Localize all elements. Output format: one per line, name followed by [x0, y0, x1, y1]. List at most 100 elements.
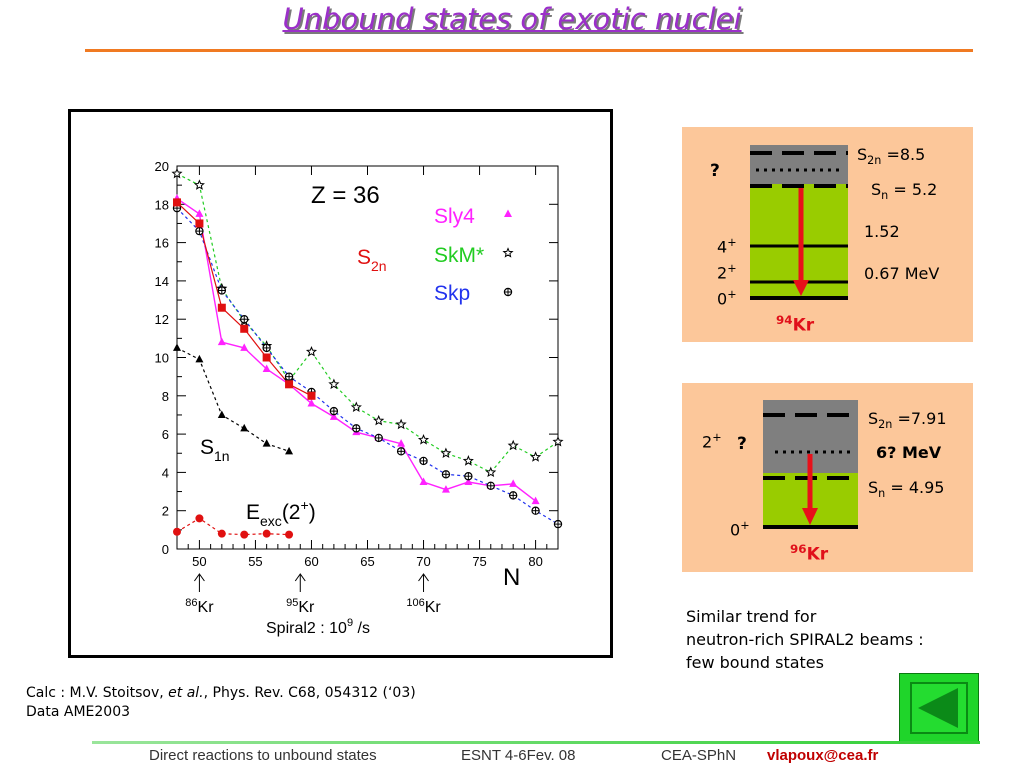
point-0-3: [240, 343, 249, 351]
kr96-spin-2: 2+: [702, 431, 722, 452]
kr96-sn-label: Sn = 4.95: [868, 478, 945, 501]
kr94-spin-0: 0+: [717, 288, 737, 309]
y-tick-label: 12: [155, 312, 169, 327]
chart-series: [171, 167, 564, 539]
annot-arrow-head-0: [194, 573, 205, 582]
point-5-5: [285, 530, 294, 539]
point-3-6: [307, 391, 316, 400]
note-line-2: neutron-rich SPIRAL2 beams :: [686, 630, 924, 649]
kr-annotations: 86Kr 95Kr 106Kr: [185, 573, 441, 616]
point-0-1: [195, 209, 204, 217]
x-axis-label: N: [503, 564, 520, 591]
kr96-s2n-label: S2n =7.91: [868, 409, 947, 432]
footer-rule: [92, 741, 980, 744]
calc-line-1: Calc : M.V. Stoitsov, et al., Phys. Rev.…: [26, 685, 416, 701]
kr94-question: ?: [710, 161, 720, 181]
point-1-15: [507, 439, 519, 451]
point-1-14: [485, 466, 497, 478]
kr94-nucleus-label: 94Kr: [776, 313, 815, 336]
y-tick-label: 0: [162, 542, 169, 557]
point-0-11: [419, 477, 428, 485]
point-1-17: [552, 436, 564, 447]
previous-slide-button-face[interactable]: [910, 682, 968, 734]
kr96-spin-0: 0+: [730, 519, 750, 540]
label-s1n: S1n: [200, 436, 230, 464]
kr96-arrow-head: [802, 508, 818, 525]
series-markers-5: [173, 514, 294, 539]
point-1-0: [171, 167, 183, 179]
point-0-16: [531, 496, 540, 505]
point-5-3: [240, 530, 249, 539]
point-0-2: [217, 337, 226, 346]
annot-label-1: 95Kr: [286, 597, 315, 616]
point-0-15: [509, 479, 518, 487]
kr96-energy-label: 6? MeV: [876, 443, 942, 462]
kr94-spin-2: 2+: [717, 262, 737, 283]
y-tick-label: 6: [162, 427, 169, 442]
legend-marker-sly4: [504, 209, 512, 217]
chart-title: Z = 36: [311, 182, 380, 209]
point-5-1: [195, 514, 204, 523]
point-3-0: [173, 198, 181, 207]
point-1-9: [373, 414, 385, 426]
footer-conference: ESNT 4-6Fev. 08: [461, 747, 576, 764]
legend-markers: [502, 209, 514, 297]
series-markers-3: [173, 198, 316, 400]
point-1-11: [417, 433, 430, 445]
point-1-10: [395, 418, 407, 430]
annot-label-0: 86Kr: [185, 597, 214, 616]
point-5-2: [217, 529, 226, 538]
series-2: [176, 207, 559, 525]
point-1-1: [193, 179, 205, 190]
calc-line-2: Data AME2003: [26, 704, 131, 720]
series-1: [176, 173, 559, 474]
previous-slide-button[interactable]: [899, 673, 979, 743]
label-s2n: S2n: [357, 246, 387, 274]
footer-org: CEA-SPhN: [661, 747, 737, 764]
y-tick-label: 18: [155, 197, 169, 212]
point-3-2: [217, 303, 226, 312]
y-tick-label: 14: [155, 274, 169, 289]
slide-title: Unbound states of exotic nuclei: [282, 2, 742, 36]
point-0-4: [262, 364, 271, 372]
point-0-13: [464, 477, 473, 485]
point-1-12: [440, 447, 452, 458]
annot-label-2: 106Kr: [406, 597, 441, 616]
annot-arrow-head-2: [418, 573, 429, 582]
point-3-3: [240, 324, 249, 333]
note-line-1: Similar trend for: [686, 607, 817, 626]
back-arrow-icon: [918, 688, 958, 728]
kr96-question: ?: [737, 434, 747, 454]
kr94-energy-152: 1.52: [864, 222, 900, 241]
series-line-1: [176, 173, 559, 474]
point-1-7: [328, 378, 340, 390]
note-line-3: few bound states: [686, 653, 824, 672]
kr94-energy-067: 0.67 MeV: [864, 264, 940, 283]
point-0-12: [441, 485, 450, 493]
legend-skp: Skp: [434, 282, 470, 305]
point-4-1: [195, 354, 204, 363]
point-3-5: [285, 380, 294, 389]
kr94-arrow-head: [793, 280, 809, 296]
calc-reference: Calc : M.V. Stoitsov, et al., Phys. Rev.…: [26, 684, 416, 722]
label-eexc: Eexc(2+): [246, 497, 316, 529]
x-tick-label: 80: [528, 554, 542, 569]
y-tick-label: 10: [155, 351, 169, 366]
x-tick-label: 70: [416, 554, 430, 569]
footer-email[interactable]: vlapoux@cea.fr: [767, 747, 879, 764]
point-5-0: [173, 527, 181, 536]
x-tick-label: 60: [304, 554, 318, 569]
y-tick-label: 16: [155, 236, 169, 251]
point-3-1: [195, 219, 204, 228]
point-1-13: [462, 455, 474, 466]
y-tick-label: 4: [162, 465, 169, 480]
annot-arrow-head-1: [294, 573, 306, 582]
kr94-spin-4: 4+: [717, 236, 737, 257]
kr94-sn-label: Sn = 5.2: [871, 180, 938, 203]
series-line-4: [176, 347, 290, 452]
point-0-10: [397, 439, 406, 447]
series-4: [176, 347, 290, 452]
point-0-7: [329, 412, 338, 420]
